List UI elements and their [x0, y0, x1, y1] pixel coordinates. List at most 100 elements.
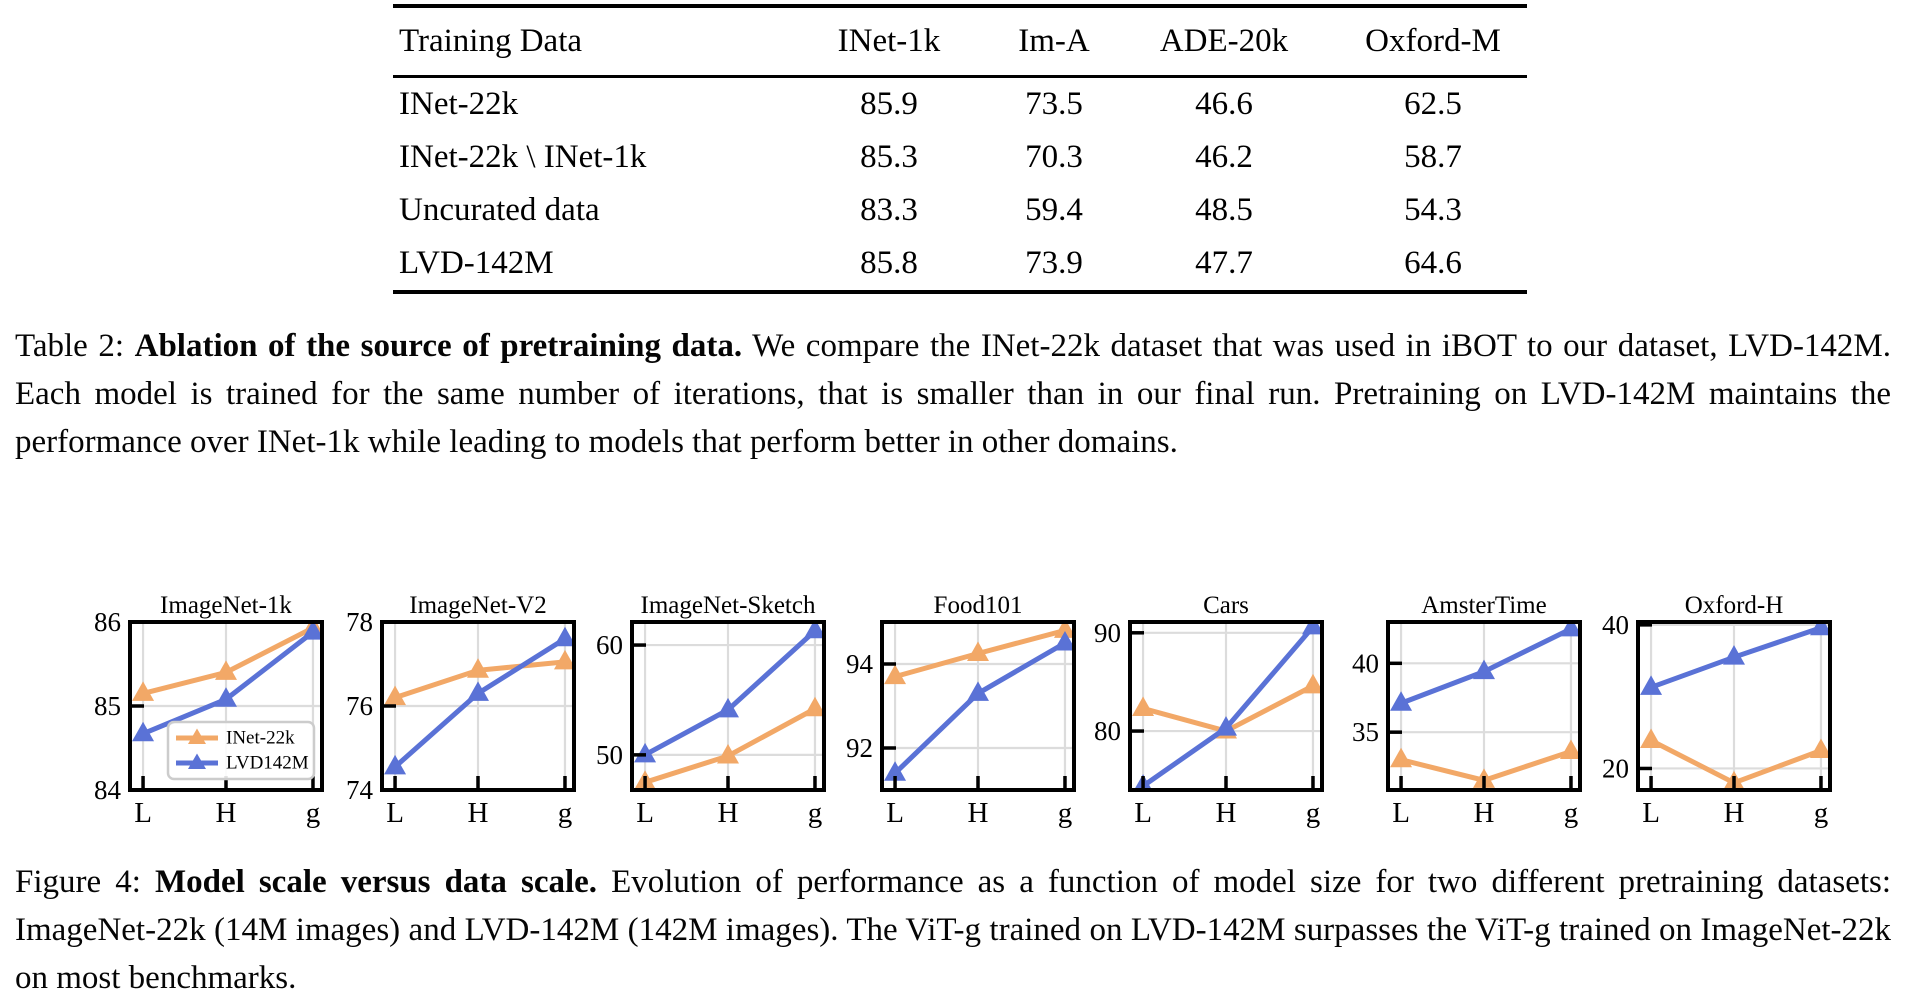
chart-title: AmsterTime: [1421, 592, 1546, 619]
x-tick-label: H: [718, 797, 739, 829]
x-tick-label: g: [1306, 797, 1321, 829]
chart-title: Oxford-H: [1685, 592, 1784, 619]
y-tick-label: 35: [1352, 717, 1379, 747]
y-tick-label: 84: [94, 775, 122, 805]
table-caption-label: Table 2:: [15, 328, 125, 364]
table-cell: 59.4: [1025, 192, 1083, 228]
chart-series-group: [1640, 622, 1830, 790]
chart-title: ImageNet-1k: [160, 592, 292, 619]
table-cell: 85.9: [860, 86, 918, 122]
y-tick-label: 90: [1094, 618, 1121, 648]
results-table: Training Data INet-1k Im-A ADE-20k Oxfor…: [393, 4, 1527, 294]
x-tick-label: L: [1642, 797, 1660, 829]
x-tick-label: L: [636, 797, 654, 829]
table-cell: 85.3: [860, 139, 918, 175]
table-header-row: Training Data INet-1k Im-A ADE-20k Oxfor…: [393, 8, 1527, 75]
chart-title: Cars: [1203, 592, 1249, 619]
y-tick-label: 74: [346, 775, 374, 805]
x-tick-label: g: [306, 797, 321, 829]
x-tick-label: g: [808, 797, 823, 829]
y-tick-label: 76: [346, 691, 373, 721]
table-cell: 46.2: [1195, 139, 1253, 175]
row-label: LVD-142M: [399, 245, 554, 281]
x-tick-label: L: [134, 797, 152, 829]
x-tick-label: L: [1392, 797, 1410, 829]
x-tick-label: H: [1216, 797, 1237, 829]
legend-label: LVD142M: [226, 753, 309, 774]
row-label: Uncurated data: [399, 192, 600, 228]
figure-caption-bold: Model scale versus data scale.: [154, 864, 598, 900]
col-header-training-data: Training Data: [399, 23, 583, 59]
chart-title: ImageNet-V2: [409, 592, 546, 619]
table-cell: 83.3: [860, 192, 918, 228]
table-caption: Table 2: Ablation of the source of pretr…: [15, 322, 1891, 466]
chart-title: Food101: [934, 592, 1023, 619]
x-tick-label: H: [1724, 797, 1745, 829]
table-cell: 62.5: [1404, 86, 1462, 122]
table-row: Uncurated data 83.3 59.4 48.5 54.3: [393, 184, 1527, 237]
x-tick-label: L: [386, 797, 404, 829]
table-row: INet-22k 85.9 73.5 46.6 62.5: [393, 78, 1527, 131]
x-tick-label: g: [1058, 797, 1073, 829]
figure-caption: Figure 4: Model scale versus data scale.…: [15, 858, 1891, 1002]
table-cell: 70.3: [1025, 139, 1083, 175]
x-tick-label: g: [1814, 797, 1829, 829]
figure-caption-text: Evolution of performance as a function o…: [15, 864, 1892, 996]
table-mid-rule: [393, 75, 1527, 78]
table-cell: 85.8: [860, 245, 918, 281]
table-cell: 73.5: [1025, 86, 1083, 122]
y-tick-label: 50: [596, 740, 623, 770]
table-caption-bold: Ablation of the source of pretraining da…: [134, 328, 743, 364]
table-cell: 46.6: [1195, 86, 1253, 122]
table-caption-text: We compare the INet-22k dataset that was…: [15, 328, 1892, 460]
x-tick-label: H: [216, 797, 237, 829]
y-tick-label: 92: [846, 733, 873, 763]
table-top-rule: [393, 4, 1527, 8]
legend-label: INet-22k: [226, 728, 295, 749]
col-header-oxford-m: Oxford-M: [1365, 23, 1501, 59]
y-tick-label: 94: [846, 649, 874, 679]
row-label: INet-22k: [399, 86, 519, 122]
chart-series-group: [884, 622, 1074, 781]
table-cell: 48.5: [1195, 192, 1253, 228]
x-tick-label: g: [558, 797, 573, 829]
y-tick-label: 85: [94, 691, 121, 721]
col-header-im-a: Im-A: [1018, 23, 1090, 59]
x-tick-label: H: [468, 797, 489, 829]
y-tick-label: 86: [94, 607, 121, 637]
y-tick-label: 40: [1352, 648, 1379, 678]
table-cell: 54.3: [1404, 192, 1462, 228]
chart-series-group: [1390, 622, 1580, 788]
y-tick-label: 80: [1094, 716, 1121, 746]
x-tick-label: L: [886, 797, 904, 829]
y-tick-label: 60: [596, 630, 623, 660]
y-tick-label: 78: [346, 607, 373, 637]
figure-caption-label: Figure 4:: [15, 864, 141, 900]
chart-series-group: [384, 626, 574, 775]
table-cell: 64.6: [1404, 245, 1462, 281]
table-cell: 73.9: [1025, 245, 1083, 281]
y-tick-label: 20: [1602, 753, 1629, 783]
x-tick-label: H: [968, 797, 989, 829]
chart-legend: INet-22k LVD142M: [166, 720, 316, 781]
col-header-inet-1k: INet-1k: [837, 23, 941, 59]
table-cell: 58.7: [1404, 139, 1462, 175]
y-tick-label: 40: [1602, 610, 1629, 640]
table-row: INet-22k \ INet-1k 85.3 70.3 46.2 58.7: [393, 131, 1527, 184]
table-row: LVD-142M 85.8 73.9 47.7 64.6: [393, 237, 1527, 290]
chart-series-group: [1132, 622, 1322, 790]
